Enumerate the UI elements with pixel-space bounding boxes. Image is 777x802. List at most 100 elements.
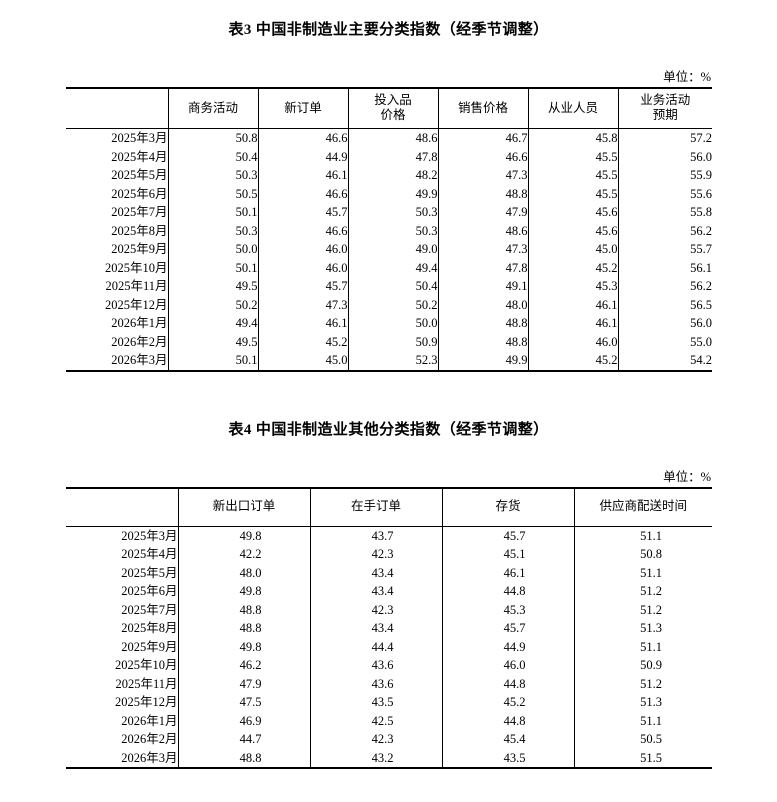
data-cell: 47.8 — [348, 147, 439, 166]
data-cell: 49.4 — [348, 258, 439, 277]
data-cell: 50.9 — [348, 332, 439, 351]
table3-column-header: 新订单 — [258, 88, 349, 129]
data-cell: 46.6 — [258, 128, 349, 148]
row-label: 2025年9月 — [66, 637, 179, 656]
column-header-line: 供应商配送时间 — [599, 499, 687, 514]
data-cell: 49.8 — [178, 582, 311, 601]
table-row: 2025年12月 47.5 43.5 45.2 51.3 — [66, 693, 712, 712]
data-cell: 50.8 — [168, 128, 259, 148]
data-cell: 51.2 — [640, 584, 662, 598]
data-cell: 49.0 — [348, 240, 439, 259]
table3-column-header: 销售价格 — [438, 88, 529, 129]
data-cell: 47.3 — [438, 240, 529, 259]
data-cell: 43.7 — [310, 526, 443, 545]
data-cell: 46.0 — [258, 258, 349, 277]
table3: 商务活动 新订单 投入品 价格 销售价格 从业人员 业务活动 预期 2025年3月 50.8 46… — [66, 87, 712, 372]
data-cell: 48.6 — [438, 221, 529, 240]
table-row: 2025年4月 42.2 42.3 45.1 50.8 — [66, 545, 712, 564]
data-cell: 42.3 — [310, 600, 443, 619]
table4-header-row: 新出口订单 在手订单 存货 供应商配送时间 — [66, 488, 712, 526]
column-header-line: 从业人员 — [547, 100, 598, 115]
column-header-line: 新订单 — [284, 100, 322, 115]
table-row: 2025年8月 50.3 46.6 50.3 48.6 45.6 56.2 — [66, 221, 712, 240]
row-label: 2026年3月 — [66, 748, 179, 768]
data-cell: 47.9 — [178, 674, 311, 693]
row-label: 2025年9月 — [66, 240, 169, 259]
table-row: 2025年7月 48.8 42.3 45.3 51.2 — [66, 600, 712, 619]
table4-column-header: 在手订单 — [310, 488, 443, 526]
data-cell: 45.2 — [528, 258, 619, 277]
row-label: 2025年4月 — [66, 147, 169, 166]
data-cell: 45.2 — [528, 351, 619, 371]
data-cell: 51.1 — [640, 639, 662, 654]
data-cell: 49.8 — [178, 637, 311, 656]
table3-column-header: 业务活动 预期 — [618, 88, 712, 129]
table-row: 2025年4月 50.4 44.9 47.8 46.6 45.5 56.0 — [66, 147, 712, 166]
table3-column-header: 商务活动 — [168, 88, 259, 129]
row-label: 2025年8月 — [66, 221, 169, 240]
data-cell: 42.3 — [310, 545, 443, 564]
data-cell: 50.2 — [168, 295, 259, 314]
data-cell: 44.7 — [178, 730, 311, 749]
data-cell: 54.2 — [690, 353, 712, 367]
data-cell: 51.2 — [640, 602, 662, 617]
data-cell: 45.2 — [258, 332, 349, 351]
data-cell: 48.0 — [178, 563, 311, 582]
data-cell: 50.1 — [168, 258, 259, 277]
data-cell: 51.1 — [640, 528, 662, 543]
table4-head: 新出口订单 在手订单 存货 供应商配送时间 — [66, 488, 712, 526]
data-cell: 45.8 — [528, 128, 619, 148]
table4-column-header: 供应商配送时间 — [574, 488, 712, 526]
table3-corner-cell — [66, 88, 169, 129]
data-cell: 45.7 — [442, 526, 575, 545]
data-cell: 50.1 — [168, 351, 259, 371]
data-cell: 52.3 — [348, 351, 439, 371]
data-cell: 44.9 — [442, 637, 575, 656]
table4-title: 表4 中国非制造业其他分类指数（经季节调整） — [228, 422, 549, 438]
table3-head: 商务活动 新订单 投入品 价格 销售价格 从业人员 业务活动 预期 — [66, 88, 712, 129]
data-cell: 45.4 — [442, 730, 575, 749]
data-cell: 51.3 — [640, 695, 662, 709]
data-cell: 56.2 — [690, 223, 712, 238]
table-row: 2025年9月 49.8 44.4 44.9 51.1 — [66, 637, 712, 656]
data-cell: 46.1 — [528, 295, 619, 314]
row-label: 2026年3月 — [66, 351, 169, 371]
table3-section: 表3 中国非制造业主要分类指数（经季节调整） 单位：% 商务活动 新订单 投入品 价格… — [0, 0, 777, 372]
data-cell: 46.1 — [442, 563, 575, 582]
data-cell: 46.1 — [258, 166, 349, 185]
data-cell: 44.4 — [310, 637, 443, 656]
column-header-line: 在手订单 — [350, 499, 401, 514]
data-cell: 45.6 — [528, 203, 619, 222]
column-header-line: 投入品 — [374, 93, 412, 107]
data-cell: 55.0 — [690, 334, 712, 349]
data-cell: 55.8 — [690, 205, 712, 219]
data-cell: 49.9 — [438, 351, 529, 371]
data-cell: 51.3 — [640, 621, 662, 635]
data-cell: 44.8 — [442, 674, 575, 693]
data-cell: 50.2 — [348, 295, 439, 314]
data-cell: 56.2 — [690, 279, 712, 293]
data-cell: 45.3 — [442, 600, 575, 619]
data-cell: 43.6 — [310, 674, 443, 693]
row-label: 2026年1月 — [66, 711, 179, 730]
column-header-line: 业务活动 — [640, 93, 691, 107]
column-header-line: 新出口订单 — [212, 499, 276, 514]
row-label: 2025年11月 — [66, 674, 179, 693]
row-label: 2026年1月 — [66, 314, 169, 333]
table-row: 2025年10月 46.2 43.6 46.0 50.9 — [66, 656, 712, 675]
data-cell: 50.3 — [168, 166, 259, 185]
data-cell: 56.0 — [690, 316, 712, 330]
data-cell: 49.4 — [168, 314, 259, 333]
column-header-line: 价格 — [380, 108, 406, 122]
row-label: 2025年10月 — [66, 656, 179, 675]
data-cell: 50.5 — [168, 184, 259, 203]
table3-wrapper: 商务活动 新订单 投入品 价格 销售价格 从业人员 业务活动 预期 2025年3月 50.8 46… — [0, 87, 777, 372]
data-cell: 48.6 — [348, 128, 439, 148]
data-cell: 50.8 — [640, 547, 662, 561]
table-row: 2025年10月 50.1 46.0 49.4 47.8 45.2 56.1 — [66, 258, 712, 277]
data-cell: 56.1 — [690, 260, 712, 275]
data-cell: 47.5 — [178, 693, 311, 712]
data-cell: 45.7 — [258, 203, 349, 222]
column-header-line: 预期 — [652, 108, 678, 122]
